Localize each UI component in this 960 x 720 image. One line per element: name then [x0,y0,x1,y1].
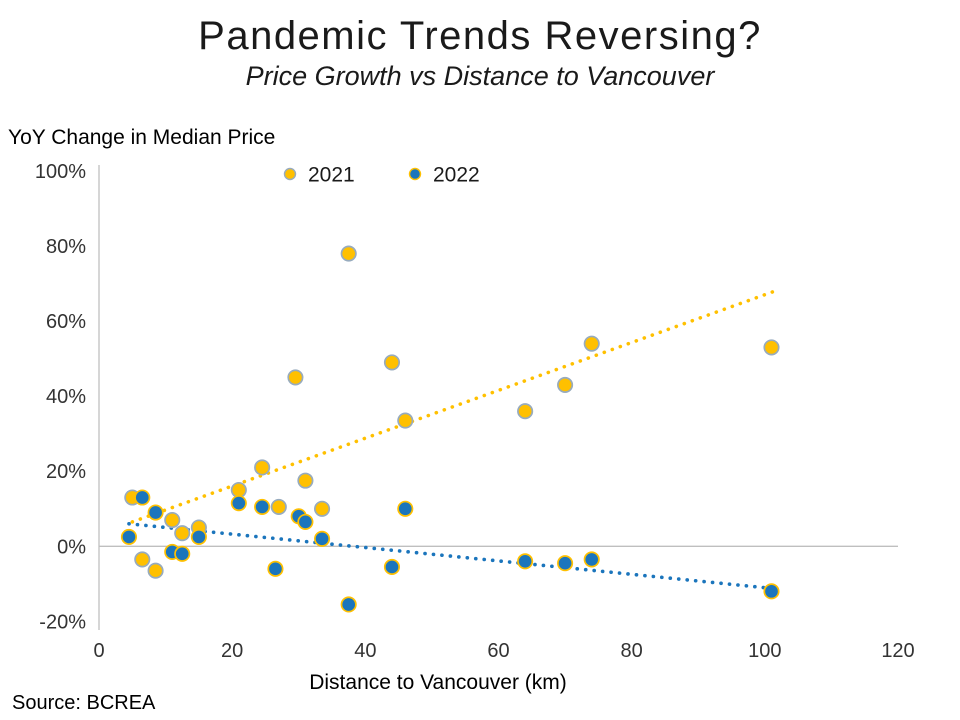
data-point-2022 [267,560,284,577]
page-subtitle: Price Growth vs Distance to Vancouver [245,61,715,91]
data-point-2021 [383,354,401,371]
data-point-2021 [340,245,357,262]
x-tick-label: 40 [354,640,376,662]
data-point-2021 [763,339,780,356]
data-point-2022 [340,596,357,613]
legend-marker-2022 [408,167,422,181]
data-point-2022 [517,553,534,570]
y-tick-label: 80% [46,236,86,258]
data-point-2022 [134,489,151,506]
data-point-2021 [583,335,600,352]
x-tick-label: 100 [748,640,781,662]
data-point-2021 [314,500,331,517]
data-point-2022 [120,528,138,545]
data-point-2021 [174,525,191,542]
data-point-2022 [190,528,207,545]
legend-label-2021: 2021 [308,164,355,187]
data-point-2021 [557,376,574,393]
data-point-2021 [147,562,164,579]
x-tick-label: 20 [221,640,243,662]
x-tick-label: 120 [881,640,914,662]
data-point-2021 [134,551,151,568]
data-point-2021 [270,498,287,515]
data-point-2022 [174,545,191,562]
data-point-2021 [297,472,314,489]
x-tick-label: 80 [621,640,643,662]
data-point-2021 [397,412,414,429]
data-point-2021 [254,459,271,476]
y-tick-label: 20% [46,461,86,483]
data-point-2021 [164,511,181,529]
data-point-2022 [314,530,331,547]
trendline-2021 [130,289,777,524]
x-axis-title: Distance to Vancouver (km) [309,671,567,694]
data-point-2022 [230,495,247,512]
source-note: Source: BCREA [12,692,156,714]
data-point-2022 [763,583,780,600]
data-point-2022 [297,513,314,530]
page-title: Pandemic Trends Reversing? [198,14,762,58]
data-point-2021 [287,369,304,386]
data-point-2022 [254,498,271,515]
data-point-2022 [147,504,164,521]
y-tick-label: 0% [57,536,86,558]
data-point-2021 [230,481,247,499]
y-tick-label: 100% [35,161,86,183]
data-point-2022 [397,500,414,517]
x-tick-label: 60 [487,640,509,662]
y-tick-label: 40% [46,386,86,408]
x-tick-label: 0 [93,640,104,662]
y-tick-label: 60% [46,311,86,333]
data-point-2022 [557,555,574,572]
data-point-2022 [383,558,401,575]
data-point-2021 [517,403,534,420]
legend-marker-2021 [283,167,297,181]
y-axis-title: YoY Change in Median Price [8,126,276,149]
trendline-2022 [127,521,777,591]
legend-label-2022: 2022 [433,164,480,187]
data-point-2022 [583,551,600,568]
y-tick-label: -20% [39,611,86,633]
